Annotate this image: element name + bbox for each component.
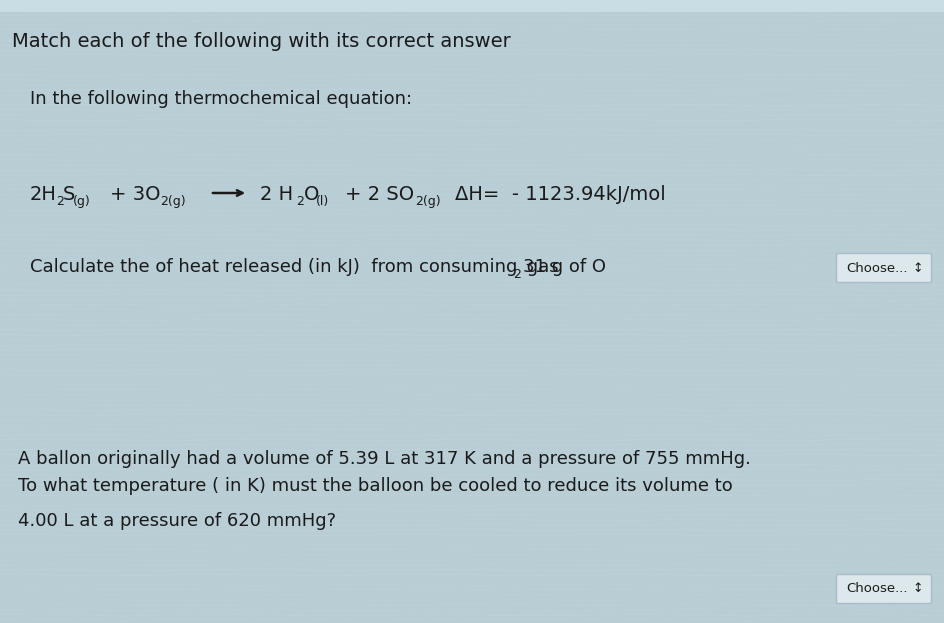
Text: 2: 2 — [56, 195, 64, 208]
Text: + 2 SO: + 2 SO — [345, 185, 413, 204]
Text: Calculate the of heat released (in kJ)  from consuming 31 g of O: Calculate the of heat released (in kJ) f… — [30, 258, 605, 276]
Text: Choose...: Choose... — [845, 583, 906, 596]
Text: ΔH=  - 1123.94kJ/mol: ΔH= - 1123.94kJ/mol — [454, 185, 665, 204]
Text: 2: 2 — [295, 195, 304, 208]
Text: 4.00 L at a pressure of 620 mmHg?: 4.00 L at a pressure of 620 mmHg? — [18, 512, 336, 530]
Text: 2 H: 2 H — [260, 185, 293, 204]
Text: 2: 2 — [513, 268, 520, 281]
Text: In the following thermochemical equation:: In the following thermochemical equation… — [30, 90, 412, 108]
Text: O: O — [304, 185, 319, 204]
Text: ↕: ↕ — [911, 262, 921, 275]
Text: Match each of the following with its correct answer: Match each of the following with its cor… — [12, 32, 510, 51]
Text: 2H: 2H — [30, 185, 57, 204]
Text: A ballon originally had a volume of 5.39 L at 317 K and a pressure of 755 mmHg.: A ballon originally had a volume of 5.39… — [18, 450, 750, 468]
FancyBboxPatch shape — [0, 0, 944, 12]
Text: S: S — [63, 185, 76, 204]
Text: 2(g): 2(g) — [414, 195, 440, 208]
FancyBboxPatch shape — [835, 574, 931, 604]
Text: ↕: ↕ — [911, 583, 921, 596]
Text: gas: gas — [521, 258, 558, 276]
Text: Choose...: Choose... — [845, 262, 906, 275]
Text: (l): (l) — [315, 195, 329, 208]
Text: To what temperature ( in K) must the balloon be cooled to reduce its volume to: To what temperature ( in K) must the bal… — [18, 477, 732, 495]
Text: + 3O: + 3O — [110, 185, 160, 204]
FancyBboxPatch shape — [835, 254, 931, 282]
Text: (g): (g) — [73, 195, 91, 208]
Text: 2(g): 2(g) — [160, 195, 185, 208]
